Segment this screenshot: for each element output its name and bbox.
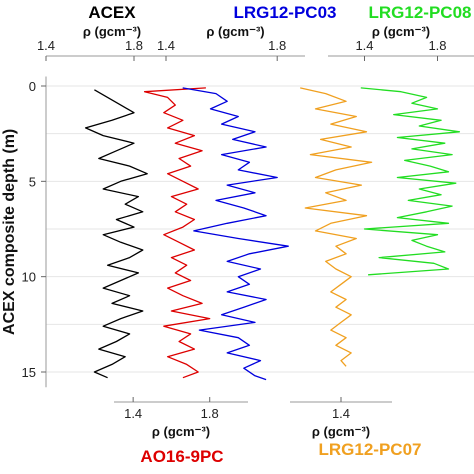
density-axis-label: ρ (gcm⁻³) bbox=[83, 24, 141, 39]
density-axis-label: ρ (gcm⁻³) bbox=[206, 24, 264, 39]
core-title: LRG12-PC08 bbox=[369, 3, 472, 22]
density-line-ao16-9pc bbox=[143, 87, 211, 379]
density-line-lrg12-pc08 bbox=[360, 87, 461, 276]
density-axis-label: ρ (gcm⁻³) bbox=[152, 424, 210, 439]
density-tick-label: 1.4 bbox=[124, 406, 142, 421]
core-title: LRG12-PC03 bbox=[234, 3, 337, 22]
density-tick-label: 1.8 bbox=[201, 406, 219, 421]
depth-tick-label: 0 bbox=[29, 79, 36, 94]
density-tick-label: 1.4 bbox=[157, 38, 175, 53]
density-tick-label: 1.4 bbox=[332, 406, 350, 421]
density-axis-label: ρ (gcm⁻³) bbox=[372, 24, 430, 39]
core-title: LRG12-PC07 bbox=[319, 440, 422, 459]
depth-tick-label: 10 bbox=[22, 270, 36, 285]
density-tick-label: 1.8 bbox=[428, 38, 446, 53]
depth-axis-label: ACEX composite depth (m) bbox=[1, 129, 18, 335]
core-title: ACEX bbox=[88, 3, 136, 22]
depth-tick-label: 15 bbox=[22, 365, 36, 380]
core-title: AO16-9PC bbox=[140, 447, 223, 466]
depth-axis: ACEX composite depth (m) 0 5 10 15 bbox=[1, 76, 47, 388]
density-line-lrg12-pc07 bbox=[300, 87, 373, 367]
depth-tick-label: 5 bbox=[29, 174, 36, 189]
density-axis-label: ρ (gcm⁻³) bbox=[312, 424, 370, 439]
density-line-lrg12-pc03 bbox=[182, 87, 289, 381]
density-tick-label: 1.4 bbox=[37, 38, 55, 53]
depth-gridlines bbox=[46, 85, 474, 373]
density-tick-label: 1.4 bbox=[355, 38, 373, 53]
density-line-acex bbox=[84, 89, 148, 379]
density-tick-label: 1.8 bbox=[268, 38, 286, 53]
density-tick-label: 1.8 bbox=[125, 38, 143, 53]
density-series bbox=[84, 87, 461, 381]
